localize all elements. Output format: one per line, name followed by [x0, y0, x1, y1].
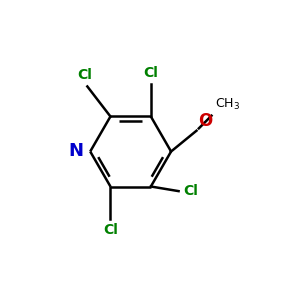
Text: CH$_3$: CH$_3$	[215, 97, 240, 112]
Text: Cl: Cl	[183, 184, 198, 198]
Text: Cl: Cl	[143, 65, 158, 80]
Text: Cl: Cl	[78, 68, 92, 82]
Text: O: O	[198, 112, 212, 130]
Text: N: N	[68, 142, 83, 160]
Text: Cl: Cl	[103, 224, 118, 238]
